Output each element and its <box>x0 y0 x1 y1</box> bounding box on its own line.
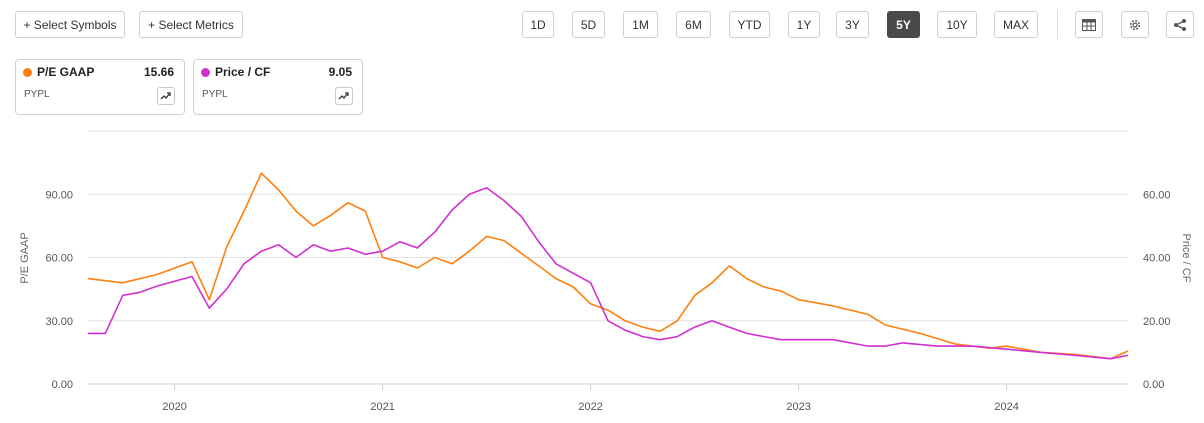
gear-icon <box>1129 19 1141 30</box>
share-button[interactable] <box>1166 11 1194 38</box>
range-max-button[interactable]: MAX <box>994 11 1038 38</box>
metric-value: 15.66 <box>143 65 174 79</box>
range-6m-button[interactable]: 6M <box>676 11 711 38</box>
x-tick-label: 2021 <box>370 401 394 413</box>
select-symbols-button[interactable]: + Select Symbols <box>15 11 125 38</box>
range-5y-button[interactable]: 5Y <box>887 11 920 38</box>
right-tick-label: 20.00 <box>1143 316 1171 328</box>
range-ytd-button[interactable]: YTD <box>729 11 770 38</box>
x-tick-label: 2020 <box>162 401 186 413</box>
ticker-label: PYPL <box>202 89 228 100</box>
series-color-dot <box>201 68 210 77</box>
range-1y-button[interactable]: 1Y <box>788 11 820 38</box>
x-tick-label: 2024 <box>994 401 1018 413</box>
metric-name: Price / CF <box>215 65 271 79</box>
left-tick-label: 60.00 <box>45 253 73 265</box>
metric-card-pe-gaap[interactable]: P/E GAAP 15.66 PYPL <box>15 59 185 115</box>
table-view-button[interactable] <box>1075 11 1103 38</box>
series-line-price-cf <box>88 187 1129 360</box>
right-tick-label: 0.00 <box>1143 379 1164 391</box>
right-tick-label: 40.00 <box>1143 253 1171 265</box>
right-tick-label: 60.00 <box>1143 189 1171 201</box>
metric-value: 9.05 <box>328 65 352 79</box>
left-tick-label: 30.00 <box>45 316 73 328</box>
toolbar-divider <box>1057 10 1058 39</box>
trend-chart-button[interactable] <box>335 87 353 105</box>
series-lines <box>87 172 1129 360</box>
range-3y-button[interactable]: 3Y <box>836 11 869 38</box>
range-5d-button[interactable]: 5D <box>572 11 605 38</box>
settings-button[interactable] <box>1121 11 1149 38</box>
metric-name: P/E GAAP <box>37 65 95 79</box>
share-icon <box>1174 18 1186 31</box>
left-tick-label: 0.00 <box>52 379 73 391</box>
ticker-label: PYPL <box>24 89 50 100</box>
right-y-axis: 0.00 20.00 40.00 60.00 <box>1143 189 1171 391</box>
x-axis: 2020 2021 2022 2023 2024 <box>162 384 1019 413</box>
chart-grid <box>88 130 1128 385</box>
trend-chart-button[interactable] <box>157 87 175 105</box>
range-1d-button[interactable]: 1D <box>522 11 554 38</box>
left-axis-title: P/E GAAP <box>19 232 31 283</box>
left-tick-label: 90.00 <box>45 189 73 201</box>
table-icon <box>1082 18 1096 31</box>
trend-icon <box>338 92 349 100</box>
right-axis-title: Price / CF <box>1180 234 1192 283</box>
metric-card-price-cf[interactable]: Price / CF 9.05 PYPL <box>193 59 363 115</box>
series-line-p-e-gaap <box>87 172 1129 360</box>
series-color-dot <box>23 68 32 77</box>
trend-icon <box>160 92 171 100</box>
range-1m-button[interactable]: 1M <box>623 11 658 38</box>
select-metrics-button[interactable]: + Select Metrics <box>139 11 243 38</box>
x-tick-label: 2023 <box>786 401 810 413</box>
left-y-axis: 0.00 30.00 60.00 90.00 <box>45 189 73 391</box>
x-tick-label: 2022 <box>578 401 602 413</box>
range-10y-button[interactable]: 10Y <box>937 11 977 38</box>
